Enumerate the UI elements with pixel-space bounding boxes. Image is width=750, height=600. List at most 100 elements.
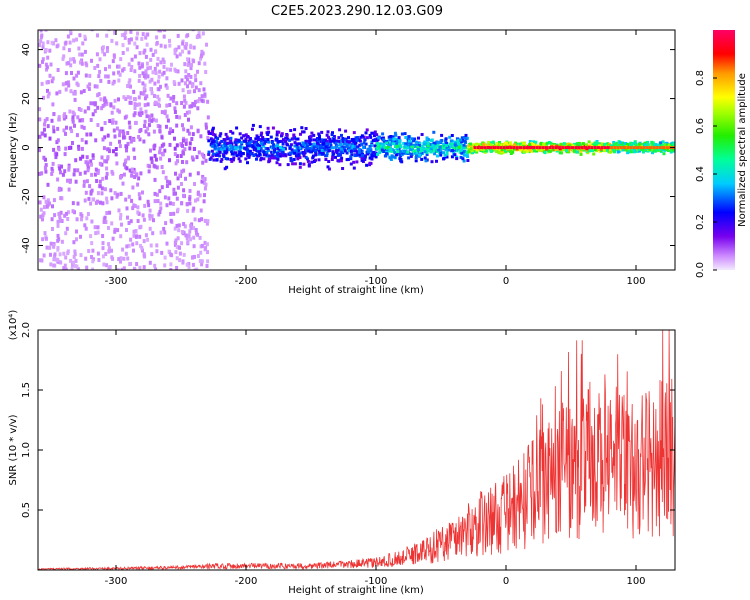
spectrogram-cell (177, 81, 181, 86)
spectrogram-cell (150, 160, 154, 164)
spectrogram-cell (415, 151, 419, 155)
spectrogram-cell (169, 127, 172, 132)
spectrogram-cell (299, 151, 303, 155)
spectrogram-cell (206, 219, 210, 224)
spectrogram-cell (78, 118, 82, 123)
spectrogram-cell (120, 33, 124, 38)
spectrogram-cell (181, 123, 184, 128)
spectrogram-cell (642, 146, 646, 150)
spectrogram-cell (293, 141, 297, 145)
spectrogram-cell (342, 142, 346, 146)
spectrogram-cell (448, 135, 452, 139)
spectrogram-cell (672, 142, 675, 146)
spectrogram-cell (133, 175, 137, 179)
spectrogram-cell (122, 135, 125, 140)
spectrogram-cell (392, 137, 396, 141)
spectrogram-cell (114, 120, 118, 125)
spectrogram-cell (159, 206, 163, 211)
spectrogram-cell (189, 237, 192, 242)
spectrogram-cell (121, 43, 125, 48)
spectrogram-cell (58, 218, 62, 223)
spectrogram-cell (360, 158, 364, 162)
spectrogram-cell (54, 155, 58, 160)
spectrogram-cell (393, 155, 397, 159)
spectrogram-cell (632, 150, 636, 154)
spectrogram-cell (439, 153, 443, 157)
spectrogram-cell (425, 140, 429, 144)
spectrogram-cell (633, 141, 637, 145)
spectrogram-cell (204, 158, 208, 163)
spectrogram-cell (183, 62, 187, 67)
spectrogram-cell (176, 159, 179, 164)
spectrogram-cell (159, 156, 163, 161)
spectrogram-cell (412, 139, 415, 143)
spectrogram-cell (56, 233, 60, 238)
spectrogram-cell (522, 146, 526, 150)
spectrogram-cell (229, 139, 233, 143)
spectrogram-cell (63, 169, 67, 174)
spectrogram-cell (117, 109, 121, 114)
colorbar-gradient (713, 30, 735, 270)
spectrogram-cell (463, 150, 466, 154)
spectrogram-cell (193, 182, 196, 186)
spectrogram-cell (214, 135, 218, 139)
spectrogram-cell (229, 130, 233, 133)
spectrogram-cell (404, 136, 408, 139)
spectrogram-cell (117, 64, 121, 69)
spectrogram-cell (144, 129, 148, 134)
spectrogram-cell (148, 164, 152, 169)
spectrogram-cell (187, 110, 191, 115)
spectrogram-cell (513, 143, 516, 147)
spectrogram-cell (619, 146, 623, 150)
spectrogram-x-ticks: -300 -200 -100 0 100 (105, 30, 646, 287)
spectrogram-cell (141, 71, 145, 76)
spectrogram-cell (99, 200, 102, 205)
spectrogram-cell (365, 136, 369, 140)
spectrogram-cell (381, 136, 385, 140)
spectrogram-cell (414, 149, 417, 153)
spectrogram-cell (156, 94, 160, 99)
spectrogram-cell (396, 150, 400, 154)
spectrogram-cell (444, 147, 448, 151)
spectrogram-cell (486, 146, 490, 150)
spectrogram-cell (603, 146, 607, 150)
spectrogram-cell (384, 148, 388, 152)
spectrogram-cell (661, 140, 665, 144)
spectrogram-cell (141, 91, 145, 96)
spectrogram-cell (126, 84, 130, 88)
spectrogram-cell (137, 135, 141, 139)
spectrogram-cell (165, 114, 169, 119)
spectrogram-cell (144, 54, 148, 59)
spectrogram-cell (116, 268, 120, 270)
spectrogram-cell (143, 119, 147, 124)
spectrogram-cell (182, 252, 186, 257)
spectrogram-cell (107, 265, 111, 270)
spectrogram-cell (247, 144, 251, 148)
spectrogram-cell (281, 150, 285, 154)
spectrogram-cell (371, 139, 375, 143)
spectrogram-cell (218, 134, 222, 138)
spectrogram-cell (87, 196, 91, 201)
spectrogram-cell (215, 143, 219, 147)
spectrogram-cell (217, 147, 221, 151)
spectrogram-cell (90, 188, 94, 193)
spectrogram-cell (391, 142, 395, 146)
spectrogram-cell (504, 143, 508, 147)
spectrogram-cell (414, 156, 418, 159)
spectrogram-cell (44, 30, 48, 32)
spectrogram-cell (45, 80, 49, 85)
spectrogram-cell (186, 62, 190, 67)
spectrogram-cell (128, 95, 132, 100)
spectrogram-cell (138, 65, 142, 70)
spectrogram-cell (173, 51, 177, 56)
spectrogram-cell (162, 70, 166, 75)
spectrogram-cell (380, 146, 384, 150)
spectrogram-cell (183, 81, 187, 86)
spectrogram-cell (365, 128, 369, 132)
spectrogram-cell (41, 131, 45, 136)
colorbar-tick-label: 0.0 (695, 262, 706, 278)
spectrogram-cell (141, 248, 144, 253)
spectrogram-cell (182, 168, 186, 173)
spectrogram-cell (193, 254, 196, 259)
spectrogram-cell (356, 151, 360, 155)
